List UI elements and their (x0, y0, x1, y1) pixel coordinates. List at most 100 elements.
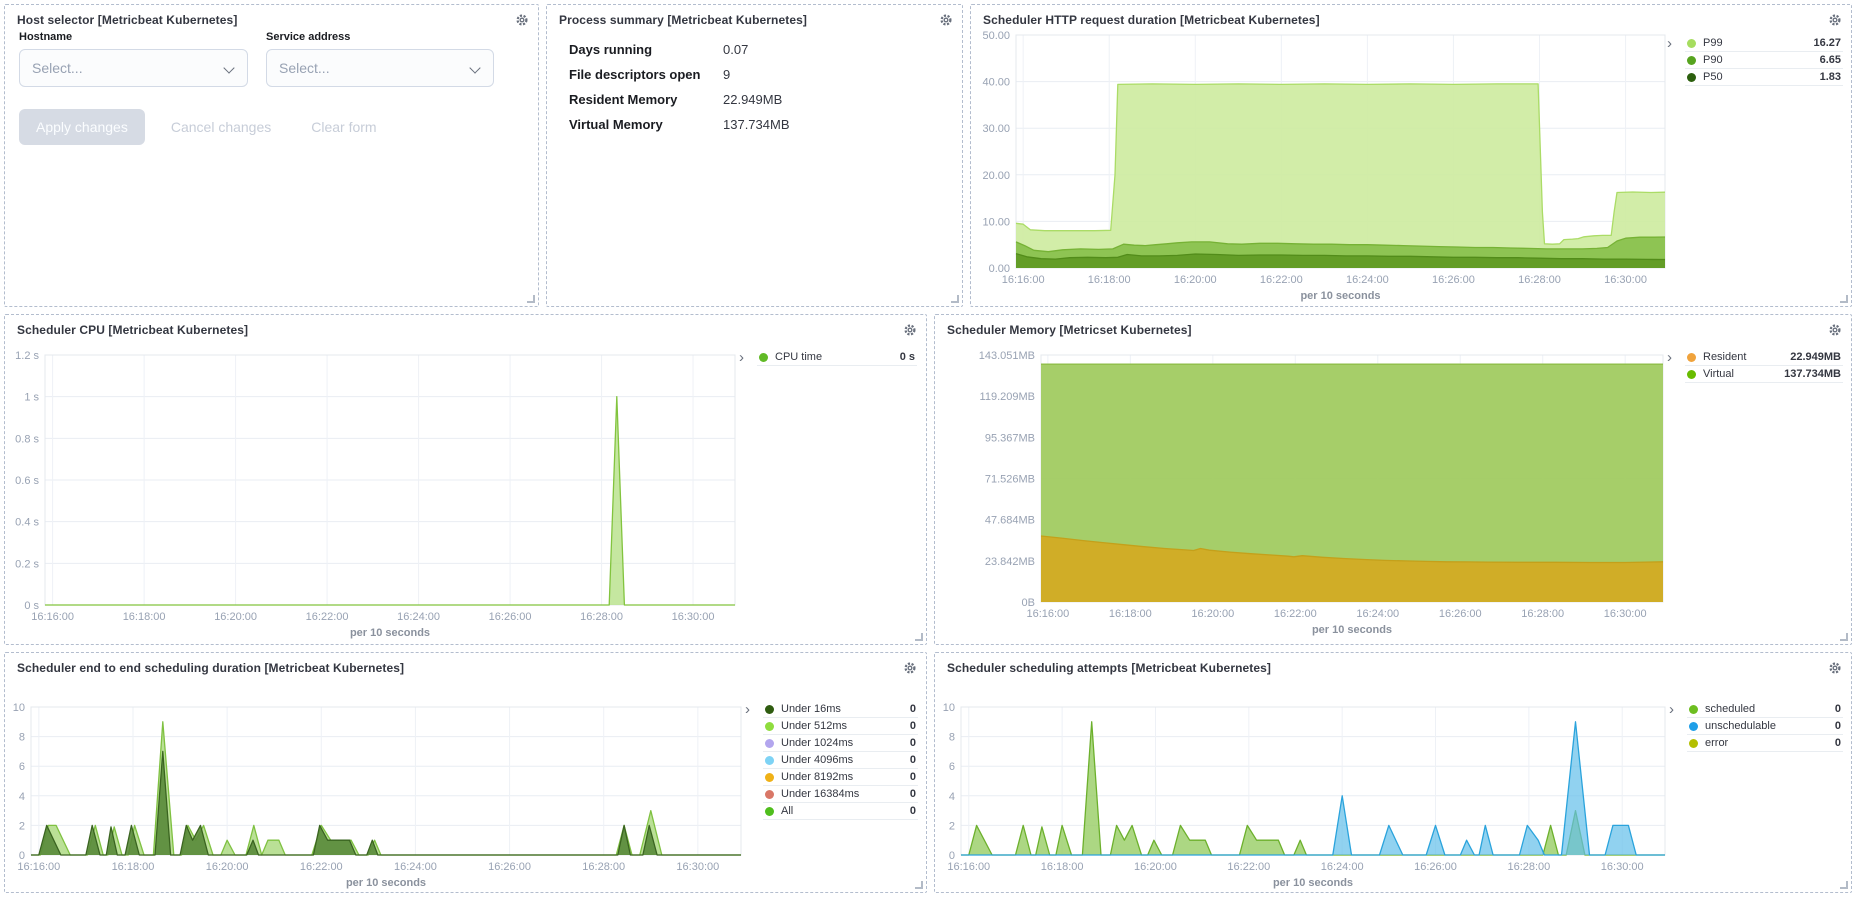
chevron-right-icon[interactable]: › (739, 349, 744, 366)
legend-item-all[interactable]: All 0 (763, 803, 918, 820)
panel-title: Scheduler end to end scheduling duration… (17, 661, 405, 675)
legend-label: Under 512ms (781, 720, 848, 732)
resize-handle[interactable] (915, 633, 923, 641)
svg-text:16:26:00: 16:26:00 (488, 861, 531, 873)
legend-label: P99 (1703, 37, 1723, 49)
resize-handle[interactable] (1840, 295, 1848, 303)
metric-value: 137.734MB (723, 117, 790, 132)
panel-scheduling-attempts: Scheduler scheduling attempts [Metricbea… (934, 652, 1852, 893)
hostname-label: Hostname (19, 31, 73, 43)
chevron-down-icon (223, 62, 235, 74)
resize-handle[interactable] (951, 295, 959, 303)
svg-text:95.367MB: 95.367MB (985, 432, 1035, 444)
legend-item-cpu-time[interactable]: CPU time 0 s (757, 349, 917, 366)
legend-label: Under 16ms (781, 703, 841, 715)
svg-text:40.00: 40.00 (982, 77, 1010, 89)
resize-handle[interactable] (915, 881, 923, 889)
svg-text:16:28:00: 16:28:00 (1521, 608, 1564, 620)
legend-item-scheduled[interactable]: scheduled 0 (1687, 701, 1843, 718)
chevron-right-icon[interactable]: › (1669, 701, 1674, 718)
legend-item-unschedulable[interactable]: unschedulable 0 (1687, 718, 1843, 735)
apply-changes-button[interactable]: Apply changes (19, 109, 145, 145)
service-address-select[interactable]: Select... (266, 49, 494, 87)
legend-item-p90[interactable]: P90 6.65 (1685, 52, 1843, 69)
legend-value: 0 (909, 720, 916, 732)
legend-item-p50[interactable]: P50 1.83 (1685, 69, 1843, 86)
resize-handle[interactable] (1840, 881, 1848, 889)
legend-label: Under 4096ms (781, 754, 854, 766)
scheduler-memory-legend: › Resident 22.949MB Virtual 137.734MB (1667, 349, 1843, 383)
legend-label: Under 16384ms (781, 788, 860, 800)
panel-process-summary: Process summary [Metricbeat Kubernetes] … (546, 4, 963, 307)
svg-text:per 10 seconds: per 10 seconds (1273, 877, 1353, 889)
legend-item-under-1024ms[interactable]: Under 1024ms 0 (763, 735, 918, 752)
legend-item-under-8192ms[interactable]: Under 8192ms 0 (763, 769, 918, 786)
scheduler-cpu-chart: 0 s 0.2 s 0.4 s 0.6 s 0.8 s 1 s 1.2 s 16:16:00 1… (5, 315, 928, 651)
svg-text:16:28:00: 16:28:00 (582, 861, 625, 873)
svg-text:23.842MB: 23.842MB (985, 556, 1035, 568)
svg-text:8: 8 (949, 732, 955, 744)
svg-text:16:24:00: 16:24:00 (1346, 274, 1389, 286)
legend-label: Virtual (1703, 368, 1734, 380)
legend-value: 6.65 (1819, 54, 1841, 66)
hostname-select[interactable]: Select... (19, 49, 248, 87)
svg-text:16:28:00: 16:28:00 (580, 611, 623, 623)
legend-item-virtual[interactable]: Virtual 137.734MB (1685, 366, 1843, 383)
legend-label: Under 8192ms (781, 771, 854, 783)
panel-host-selector: Host selector [Metricbeat Kubernetes] Ho… (4, 4, 539, 307)
panel-settings-gear-icon[interactable] (513, 11, 531, 29)
legend-color-dot (759, 352, 768, 362)
legend-label: All (781, 805, 794, 817)
svg-text:16:16:00: 16:16:00 (31, 611, 74, 623)
svg-text:0.2 s: 0.2 s (15, 558, 39, 570)
svg-text:16:26:00: 16:26:00 (1432, 274, 1475, 286)
legend-item-error[interactable]: error 0 (1687, 735, 1843, 752)
svg-text:16:18:00: 16:18:00 (123, 611, 166, 623)
legend-value: 22.949MB (1790, 351, 1841, 363)
legend-value: 0 (909, 754, 916, 766)
service-address-label: Service address (266, 31, 351, 43)
legend-item-under-16ms[interactable]: Under 16ms 0 (763, 701, 918, 718)
legend-item-under-4096ms[interactable]: Under 4096ms 0 (763, 752, 918, 769)
svg-text:1.2 s: 1.2 s (15, 350, 39, 362)
metric-row: Virtual Memory 137.734MB (547, 116, 962, 134)
legend-color-dot (1687, 55, 1696, 65)
svg-text:16:16:00: 16:16:00 (1026, 608, 1069, 620)
svg-text:4: 4 (19, 791, 25, 803)
legend-item-under-512ms[interactable]: Under 512ms 0 (763, 718, 918, 735)
svg-text:16:22:00: 16:22:00 (1227, 861, 1270, 873)
svg-text:71.526MB: 71.526MB (985, 473, 1035, 485)
resize-handle[interactable] (527, 295, 535, 303)
chevron-right-icon[interactable]: › (1667, 35, 1672, 52)
legend-color-dot (1689, 721, 1698, 731)
svg-text:16:28:00: 16:28:00 (1518, 274, 1561, 286)
clear-form-button[interactable]: Clear form (311, 119, 377, 135)
svg-text:16:28:00: 16:28:00 (1507, 861, 1550, 873)
legend-label: scheduled (1705, 703, 1756, 715)
legend-color-dot (765, 772, 774, 782)
scheduler-memory-chart: 0B 23.842MB 47.684MB 71.526MB 95.367MB 119.20… (935, 315, 1853, 651)
legend-value: 1.83 (1819, 71, 1841, 83)
legend-item-p99[interactable]: P99 16.27 (1685, 35, 1843, 52)
svg-text:16:26:00: 16:26:00 (1414, 861, 1457, 873)
svg-text:16:22:00: 16:22:00 (1260, 274, 1303, 286)
svg-text:16:24:00: 16:24:00 (394, 861, 437, 873)
legend-item-resident[interactable]: Resident 22.949MB (1685, 349, 1843, 366)
svg-text:16:22:00: 16:22:00 (300, 861, 343, 873)
legend-item-under-16384ms[interactable]: Under 16384ms 0 (763, 786, 918, 803)
legend-value: 0 (909, 805, 916, 817)
svg-text:20.00: 20.00 (982, 170, 1010, 182)
svg-text:16:16:00: 16:16:00 (947, 861, 990, 873)
cancel-changes-button[interactable]: Cancel changes (170, 119, 272, 135)
chevron-right-icon[interactable]: › (1667, 349, 1672, 366)
legend-label: Resident (1703, 351, 1747, 363)
svg-text:per 10 seconds: per 10 seconds (1312, 624, 1392, 636)
chevron-right-icon[interactable]: › (745, 701, 750, 718)
svg-text:16:20:00: 16:20:00 (1174, 274, 1217, 286)
legend-label: error (1705, 737, 1729, 749)
resize-handle[interactable] (1840, 633, 1848, 641)
legend-value: 0 (1834, 737, 1841, 749)
panel-title: Scheduler scheduling attempts [Metricbea… (947, 661, 1272, 675)
panel-settings-gear-icon[interactable] (937, 11, 955, 29)
